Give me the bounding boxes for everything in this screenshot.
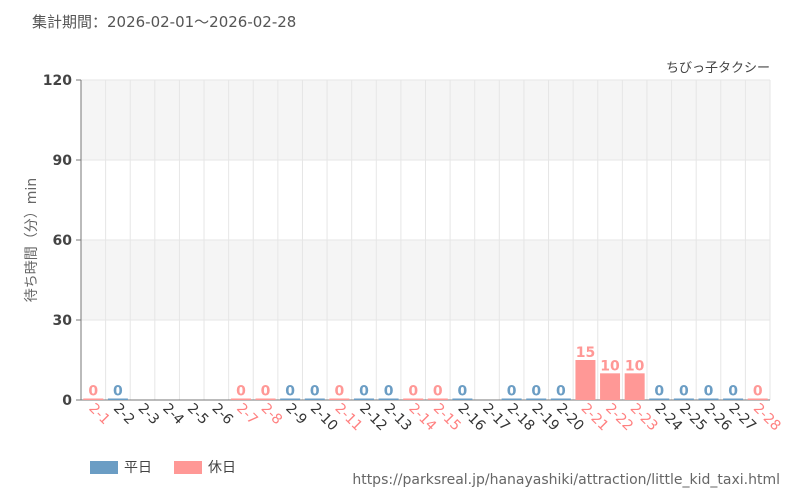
x-tick-label: 2-27: [725, 401, 759, 435]
bar: [501, 398, 522, 400]
x-tick-label: 2-1: [85, 401, 112, 428]
bar-value-label: 0: [458, 384, 468, 400]
y-tick-label: 60: [53, 233, 73, 249]
bar: [673, 398, 694, 400]
bar-value-label: 15: [576, 345, 595, 361]
legend-item-holiday[interactable]: 休日: [174, 457, 236, 477]
bar-value-label: 0: [507, 384, 517, 400]
x-tick-label: 2-8: [258, 401, 285, 428]
x-tick-label: 2-22: [602, 401, 636, 435]
x-tick-label: 2-5: [184, 401, 211, 428]
y-tick-label: 0: [62, 393, 72, 409]
bar: [403, 398, 424, 400]
weekday-swatch: [90, 460, 118, 474]
legend-item-weekday[interactable]: 平日: [90, 457, 152, 477]
x-tick-label: 2-24: [651, 401, 685, 435]
bar-value-label: 0: [704, 384, 714, 400]
series-title: ちびっ子タクシー: [666, 61, 770, 76]
x-tick-label: 2-10: [307, 401, 341, 435]
x-tick-label: 2-14: [405, 401, 439, 435]
source-url: https://parksreal.jp/hanayashiki/attract…: [352, 472, 780, 488]
x-tick-label: 2-20: [553, 401, 587, 435]
bar: [427, 398, 448, 400]
bar-value-label: 0: [556, 384, 566, 400]
x-tick-label: 2-23: [627, 401, 661, 435]
bar-value-label: 0: [679, 384, 689, 400]
y-tick-label: 30: [53, 313, 73, 329]
bar-value-label: 0: [531, 384, 541, 400]
bar: [280, 398, 301, 400]
wait-time-bar-chart: 0306090120待ち時間（分）minちびっ子タクシー02-102-22-32…: [24, 61, 784, 435]
bar-value-label: 0: [113, 384, 123, 400]
bar-value-label: 0: [384, 384, 394, 400]
bar-value-label: 0: [359, 384, 369, 400]
bar: [230, 398, 251, 400]
x-tick-label: 2-25: [676, 401, 710, 435]
bar: [550, 398, 571, 400]
y-tick-label: 120: [43, 73, 72, 89]
bar-value-label: 0: [236, 384, 246, 400]
bar: [526, 398, 547, 400]
bar-value-label: 0: [654, 384, 664, 400]
bar-value-label: 0: [261, 384, 271, 400]
bar: [83, 398, 104, 400]
x-tick-label: 2-15: [430, 401, 464, 435]
x-tick-label: 2-18: [504, 401, 538, 435]
x-tick-label: 2-4: [159, 401, 187, 429]
x-tick-label: 2-28: [750, 401, 784, 435]
bar-value-label: 0: [285, 384, 295, 400]
bar: [353, 398, 374, 400]
bar-value-label: 10: [600, 358, 620, 374]
x-tick-label: 2-17: [479, 401, 513, 435]
holiday-swatch: [174, 460, 202, 474]
bar-value-label: 10: [625, 358, 645, 374]
bar-value-label: 0: [408, 384, 418, 400]
legend-label-holiday: 休日: [208, 460, 236, 476]
period-label: 集計期間：2026-02-01～2026-02-28: [32, 13, 297, 31]
y-axis-title: 待ち時間（分）min: [24, 178, 40, 302]
x-tick-label: 2-26: [701, 401, 735, 435]
legend-label-weekday: 平日: [124, 460, 152, 476]
bar: [575, 360, 596, 400]
x-tick-label: 2-13: [381, 401, 415, 435]
bar: [649, 398, 670, 400]
bar: [378, 398, 399, 400]
x-tick-label: 2-11: [332, 401, 366, 435]
bar-value-label: 0: [88, 384, 98, 400]
legend: 平日 休日: [90, 457, 236, 477]
bar: [624, 373, 645, 400]
x-tick-label: 2-12: [356, 401, 390, 435]
bar: [107, 398, 128, 400]
bar: [255, 398, 276, 400]
bar: [723, 398, 744, 400]
y-tick-label: 90: [53, 153, 73, 169]
bar-value-label: 0: [753, 384, 763, 400]
x-tick-label: 2-16: [455, 401, 489, 435]
bar: [600, 373, 621, 400]
x-tick-label: 2-3: [135, 401, 162, 428]
bar-value-label: 0: [335, 384, 345, 400]
bar: [452, 398, 473, 400]
x-tick-label: 2-7: [233, 401, 260, 428]
bar-value-label: 0: [433, 384, 443, 400]
x-tick-label: 2-19: [528, 401, 562, 435]
bar: [747, 398, 768, 400]
x-tick-label: 2-2: [110, 401, 137, 428]
bar-value-label: 0: [310, 384, 320, 400]
x-tick-label: 2-9: [282, 401, 309, 428]
x-tick-label: 2-21: [578, 401, 612, 435]
bar: [304, 398, 325, 400]
bar: [698, 398, 719, 400]
bar: [329, 398, 350, 400]
bar-value-label: 0: [728, 384, 738, 400]
x-tick-label: 2-6: [209, 401, 237, 429]
